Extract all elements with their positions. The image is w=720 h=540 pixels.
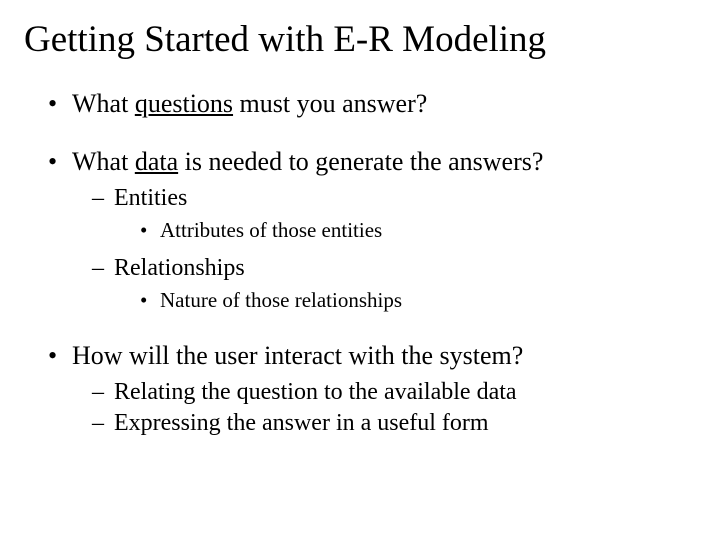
text-fragment: What bbox=[72, 147, 135, 176]
subsubbullet-attributes: Attributes of those entities bbox=[140, 218, 692, 243]
subsubbullet-nature: Nature of those relationships bbox=[140, 288, 692, 313]
underlined-word: data bbox=[135, 147, 178, 176]
bullet-data: What data is needed to generate the answ… bbox=[48, 147, 692, 177]
subbullet-expressing: Expressing the answer in a useful form bbox=[92, 410, 692, 437]
text-fragment: is needed to generate the answers? bbox=[178, 147, 543, 176]
slide-title: Getting Started with E-R Modeling bbox=[24, 18, 692, 61]
underlined-word: questions bbox=[135, 89, 233, 118]
subbullet-relationships: Relationships bbox=[92, 255, 692, 282]
bullet-questions: What questions must you answer? bbox=[48, 89, 692, 119]
bullet-user-interact: How will the user interact with the syst… bbox=[48, 341, 692, 371]
subbullet-entities: Entities bbox=[92, 185, 692, 212]
text-fragment: must you answer? bbox=[233, 89, 427, 118]
subbullet-relating: Relating the question to the available d… bbox=[92, 379, 692, 406]
text-fragment: What bbox=[72, 89, 135, 118]
